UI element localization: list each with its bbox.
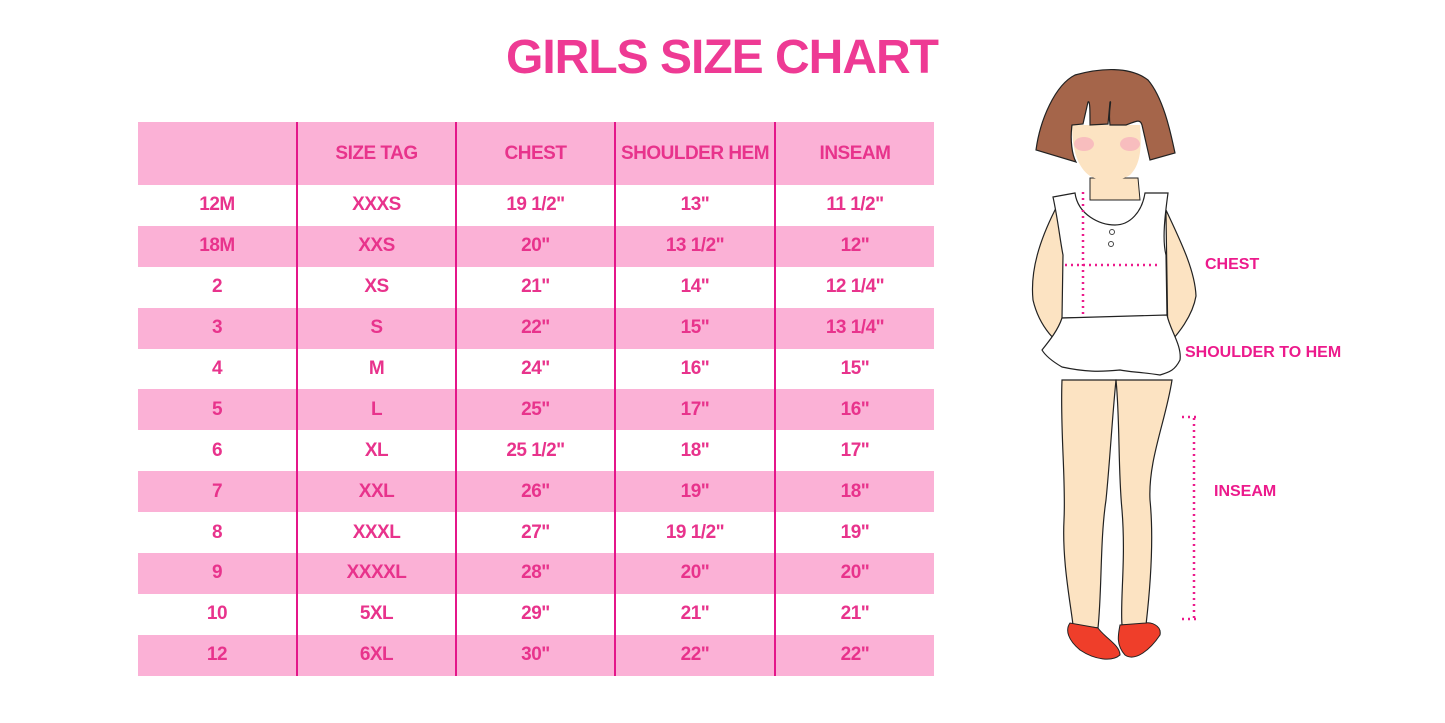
cell-inseam: 15"	[774, 348, 934, 390]
cell-size-tag: XXXXL	[296, 553, 456, 594]
cell-size: 18M	[199, 235, 235, 257]
cell-size: 8	[211, 521, 223, 543]
chest-label: CHEST	[1205, 256, 1260, 273]
cell-shoulder-hem: 14"	[614, 266, 775, 308]
cell-inseam: 20"	[774, 553, 934, 594]
cell-chest: 24"	[455, 348, 615, 390]
table-row: 18M XXS 20" 13 1/2" 12"	[138, 225, 934, 267]
cell-chest: 19 1/2"	[455, 185, 615, 226]
cell-size: 5	[211, 398, 223, 420]
table-row: 4 M 24" 16" 15"	[138, 348, 934, 390]
table-row: 3 S 22" 15" 13 1/4"	[138, 307, 934, 349]
cell-shoulder-hem: 18"	[614, 430, 775, 472]
table-row: 10 5XL 29" 21" 21"	[138, 593, 934, 635]
header-shoulder-hem: SHOULDER HEM	[614, 122, 775, 185]
cell-chest: 22"	[455, 307, 615, 349]
page-title: GIRLS SIZE CHART	[505, 31, 939, 84]
table-row: 9 XXXXL 28" 20" 20"	[138, 553, 934, 594]
header-chest: CHEST	[455, 122, 615, 185]
table-row: 6 XL 25 1/2" 18" 17"	[138, 430, 934, 472]
cell-size: 10	[206, 603, 228, 625]
cell-chest: 29"	[455, 593, 615, 635]
cell-inseam: 22"	[774, 634, 934, 676]
cell-size-tag: XXL	[296, 471, 456, 513]
cell-inseam: 18"	[774, 471, 934, 513]
cell-size: 2	[211, 276, 223, 298]
cell-shoulder-hem: 19 1/2"	[614, 512, 775, 554]
cell-size-tag: XXXL	[296, 512, 456, 554]
cell-size-tag: XS	[296, 266, 456, 308]
face	[1072, 125, 1141, 181]
cell-inseam: 21"	[774, 593, 934, 635]
cell-size-tag: 5XL	[296, 593, 456, 635]
cell-shoulder-hem: 21"	[614, 593, 775, 635]
cell-shoulder-hem: 22"	[614, 634, 775, 676]
cell-size: 9	[211, 562, 223, 584]
table-row: 5 L 25" 17" 16"	[138, 389, 934, 431]
cell-inseam: 19"	[774, 512, 934, 554]
table-row: 8 XXXL 27" 19 1/2" 19"	[138, 512, 934, 554]
skirt	[1041, 314, 1181, 376]
cell-size: 12M	[199, 194, 235, 216]
legs	[1060, 379, 1117, 629]
cell-size-tag: XXXS	[296, 185, 456, 226]
cell-size-tag: 6XL	[296, 634, 456, 676]
table-row: 12 6XL 30" 22" 22"	[138, 634, 934, 676]
shoulder-to-hem-label: SHOULDER TO HEM	[1185, 344, 1342, 361]
table-header-row: SIZE TAG CHEST SHOULDER HEM INSEAM	[138, 122, 934, 185]
cell-inseam: 12 1/4"	[774, 266, 934, 308]
cell-size: 7	[211, 480, 223, 502]
cell-shoulder-hem: 16"	[614, 348, 775, 390]
cell-chest: 26"	[455, 471, 615, 513]
cell-size-tag: L	[296, 389, 456, 431]
cell-shoulder-hem: 13 1/2"	[614, 225, 775, 267]
cell-inseam: 11 1/2"	[774, 185, 934, 226]
cell-size-tag: S	[296, 307, 456, 349]
hair	[1035, 68, 1176, 164]
cell-inseam: 12"	[774, 225, 934, 267]
cell-shoulder-hem: 20"	[614, 553, 775, 594]
cell-chest: 21"	[455, 266, 615, 308]
shoes	[1067, 622, 1121, 660]
cell-size-tag: XL	[296, 430, 456, 472]
cell-shoulder-hem: 13"	[614, 185, 775, 226]
cell-chest: 25 1/2"	[455, 430, 615, 472]
cell-chest: 30"	[455, 634, 615, 676]
size-chart-table: SIZE TAG CHEST SHOULDER HEM INSEAM 12M XX…	[138, 122, 934, 676]
shirt	[1052, 192, 1169, 319]
cell-shoulder-hem: 15"	[614, 307, 775, 349]
cell-size: 6	[211, 439, 223, 461]
table-row: 12M XXXS 19 1/2" 13" 11 1/2"	[138, 185, 934, 226]
table-row: 2 XS 21" 14" 12 1/4"	[138, 266, 934, 308]
cell-shoulder-hem: 17"	[614, 389, 775, 431]
cell-chest: 20"	[455, 225, 615, 267]
cell-size: 4	[211, 358, 223, 379]
cell-size: 12	[206, 644, 228, 666]
cell-size-tag: XXS	[296, 225, 456, 267]
cell-inseam: 13 1/4"	[774, 307, 934, 349]
cell-shoulder-hem: 19"	[614, 471, 775, 513]
cell-inseam: 17"	[774, 430, 934, 472]
cell-chest: 25"	[455, 389, 615, 431]
inseam-label: INSEAM	[1214, 483, 1277, 500]
cell-size-tag: M	[296, 348, 456, 390]
header-size-tag: SIZE TAG	[296, 122, 456, 185]
cell-chest: 28"	[455, 553, 615, 594]
cell-chest: 27"	[455, 512, 615, 554]
cell-inseam: 16"	[774, 389, 934, 431]
cell-size: 3	[211, 317, 223, 339]
table-row: 7 XXL 26" 19" 18"	[138, 471, 934, 513]
header-inseam: INSEAM	[774, 122, 934, 185]
